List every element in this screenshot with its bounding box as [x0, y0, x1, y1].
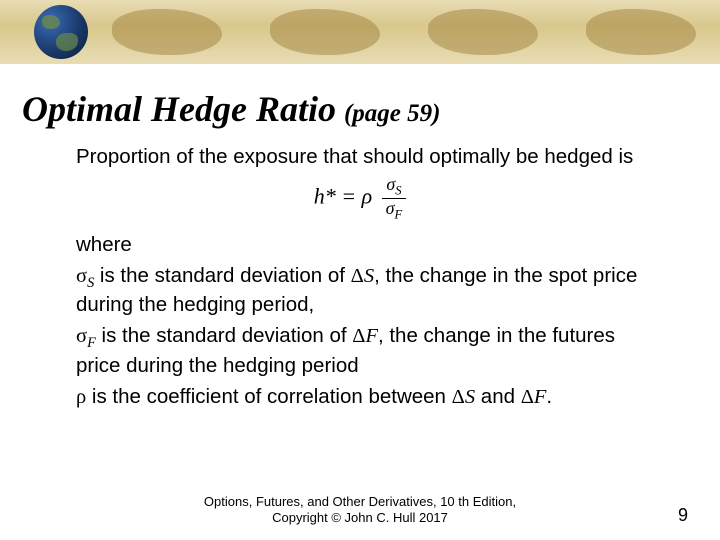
numerator: σS	[382, 175, 407, 199]
footer-line1: Options, Futures, and Other Derivatives,…	[204, 494, 516, 509]
continent-shape	[270, 9, 380, 55]
title-page-ref: (page 59)	[344, 100, 441, 128]
hedge-ratio-formula: h* = ρ σS σF	[76, 175, 644, 222]
formula-lhs: h*	[314, 183, 336, 208]
where-label: where	[76, 232, 644, 257]
intro-text: Proportion of the exposure that should o…	[76, 144, 644, 169]
continent-shape	[112, 9, 222, 55]
page-number: 9	[678, 505, 688, 526]
rho-definition: ρ is the coefficient of correlation betw…	[76, 384, 644, 410]
title-main: Optimal Hedge Ratio	[22, 88, 336, 130]
equals-sign: =	[341, 183, 356, 208]
earth-globe-icon	[34, 5, 88, 59]
header-band	[0, 0, 720, 64]
rho-symbol: ρ	[362, 183, 373, 208]
sigma-f-definition: σF is the standard deviation of ΔF, the …	[76, 323, 644, 378]
body-content: Proportion of the exposure that should o…	[76, 144, 644, 410]
sigma-s-definition: σS is the standard deviation of ΔS, the …	[76, 263, 644, 318]
fraction: σS σF	[382, 175, 407, 222]
footer-line2: Copyright © John C. Hull 2017	[272, 510, 448, 525]
world-map-pattern	[88, 0, 720, 64]
continent-shape	[428, 9, 538, 55]
continent-shape	[586, 9, 696, 55]
denominator: σF	[382, 199, 407, 222]
slide-title: Optimal Hedge Ratio (page 59)	[22, 88, 720, 130]
footer-citation: Options, Futures, and Other Derivatives,…	[0, 494, 720, 527]
